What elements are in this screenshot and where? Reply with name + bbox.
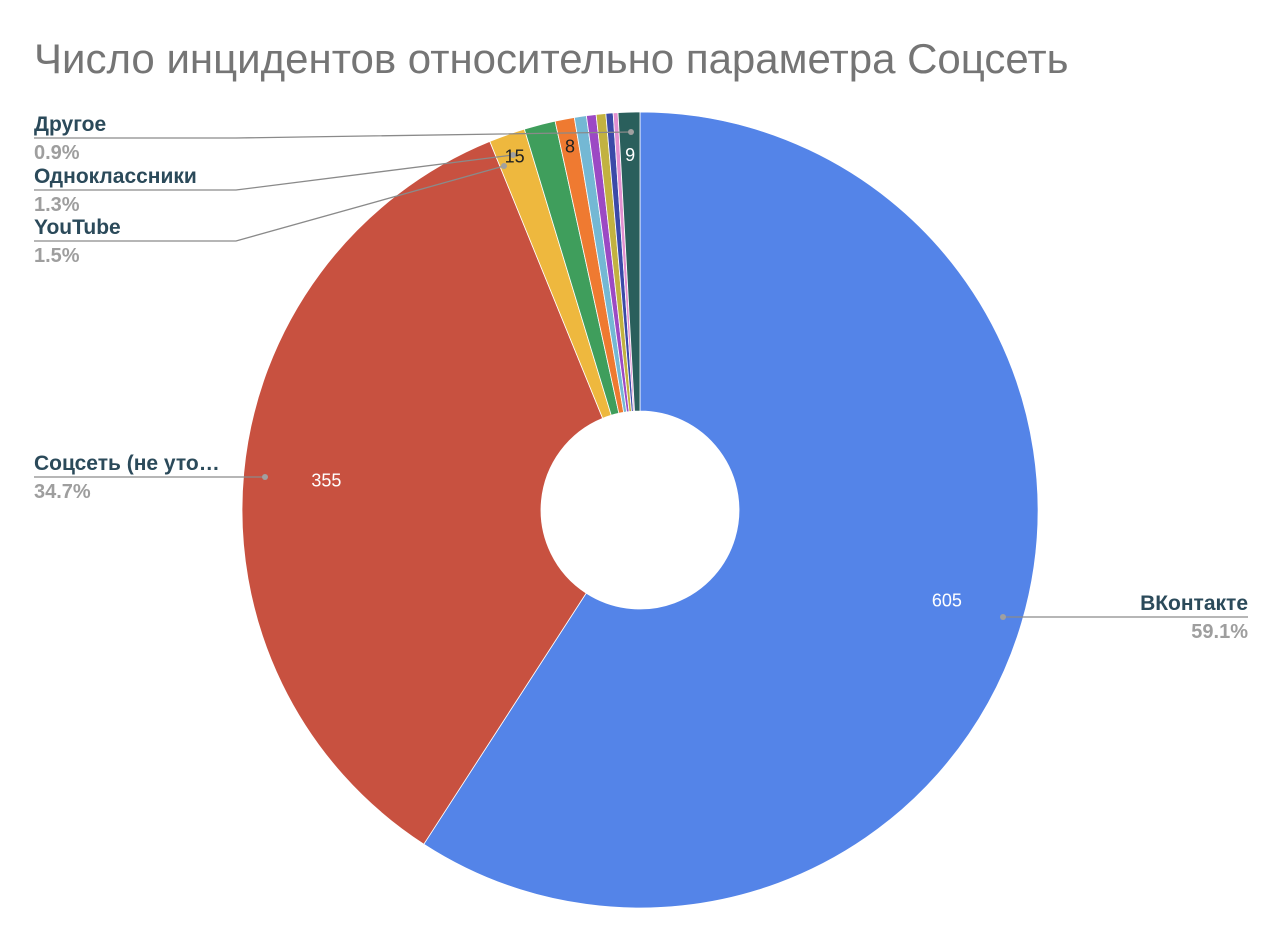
leader-line bbox=[34, 154, 514, 191]
data-label: 355 bbox=[311, 471, 341, 491]
slice-вконтакте bbox=[423, 111, 1039, 909]
legend-label-name: YouTube bbox=[34, 216, 121, 239]
slice-соцсеть-(не-уто… bbox=[241, 140, 604, 845]
leader-dot bbox=[262, 474, 268, 480]
legend-label-name: Другое bbox=[34, 113, 106, 136]
legend-label-percent: 59.1% bbox=[1191, 621, 1248, 643]
slices-layer bbox=[241, 111, 1039, 909]
leader-dot bbox=[501, 163, 507, 169]
leader-line bbox=[34, 165, 505, 242]
data-label: 605 bbox=[932, 591, 962, 611]
leader-dot bbox=[510, 152, 516, 158]
leader-lines-layer bbox=[34, 129, 1248, 620]
data-label: 9 bbox=[625, 145, 635, 165]
chart-title: Число инцидентов относительно параметра … bbox=[34, 35, 1068, 82]
legend-label-percent: 1.5% bbox=[34, 245, 80, 267]
slice-другое bbox=[617, 111, 641, 412]
legend-label-name: Одноклассники bbox=[34, 165, 197, 188]
legend-label-name: ВКонтакте bbox=[1140, 592, 1248, 615]
leader-dot bbox=[628, 129, 634, 135]
legend-labels-layer: ВКонтакте 59.1% Соцсеть (не уто… 34.7% YouTu… bbox=[34, 113, 1248, 643]
data-label: 8 bbox=[565, 137, 575, 157]
legend-label-name: Соцсеть (не уто… bbox=[34, 452, 220, 475]
data-labels-layer: 605 355 15 8 9 bbox=[311, 137, 962, 611]
legend-label-percent: 1.3% bbox=[34, 194, 80, 216]
data-label: 15 bbox=[505, 147, 525, 167]
leader-dot bbox=[1000, 614, 1006, 620]
legend-label-percent: 34.7% bbox=[34, 481, 91, 503]
legend-label-percent: 0.9% bbox=[34, 142, 80, 164]
leader-line bbox=[34, 131, 632, 139]
